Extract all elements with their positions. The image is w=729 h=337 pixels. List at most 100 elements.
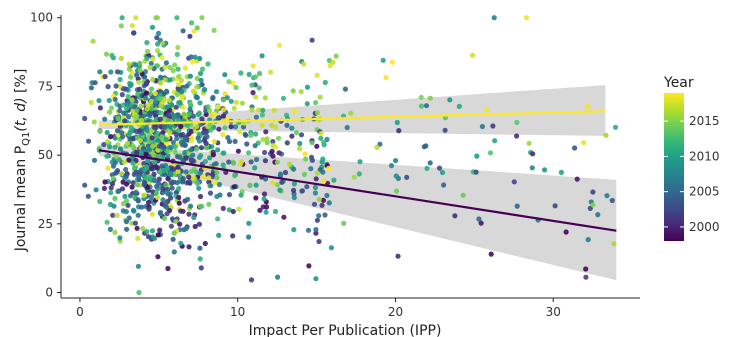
- data-point: [393, 173, 399, 179]
- data-point: [604, 193, 610, 199]
- data-point: [178, 139, 184, 145]
- data-point: [143, 137, 149, 143]
- data-point: [129, 23, 135, 29]
- data-point: [197, 55, 203, 62]
- data-point: [122, 86, 128, 92]
- data-point: [118, 55, 124, 62]
- data-point: [135, 212, 141, 218]
- data-point: [490, 123, 496, 129]
- data-point: [183, 155, 189, 161]
- data-point: [292, 108, 298, 114]
- data-point: [207, 190, 214, 196]
- data-point: [211, 161, 218, 168]
- y-tick-label: 100: [30, 11, 53, 25]
- data-point: [160, 40, 166, 46]
- data-point: [167, 124, 174, 130]
- data-point: [313, 227, 319, 233]
- data-point: [88, 99, 94, 106]
- data-point: [178, 240, 184, 246]
- data-point: [314, 72, 320, 78]
- data-point: [595, 212, 601, 218]
- data-point: [276, 42, 283, 48]
- data-point: [326, 165, 332, 171]
- data-point: [193, 169, 199, 175]
- x-tick-label: 20: [388, 305, 403, 319]
- data-point: [202, 240, 208, 247]
- data-point: [189, 20, 195, 26]
- data-point: [134, 108, 140, 114]
- data-point: [297, 140, 303, 147]
- data-point: [209, 171, 216, 178]
- data-point: [289, 125, 295, 131]
- data-point: [186, 211, 192, 217]
- data-point: [333, 53, 339, 59]
- data-point: [130, 160, 136, 166]
- data-point: [259, 122, 265, 128]
- data-point: [105, 84, 111, 90]
- data-point: [197, 245, 203, 251]
- data-point: [282, 169, 289, 176]
- data-point: [161, 144, 167, 150]
- data-point: [182, 198, 188, 204]
- data-point: [119, 130, 125, 136]
- data-point: [197, 170, 203, 176]
- data-point: [199, 66, 206, 72]
- data-point: [563, 229, 569, 235]
- data-point: [271, 107, 277, 113]
- data-point: [232, 124, 239, 130]
- data-point: [176, 185, 182, 192]
- data-point: [256, 85, 262, 91]
- data-point: [301, 171, 307, 177]
- data-point: [126, 66, 132, 72]
- data-point: [491, 15, 497, 21]
- data-point: [306, 263, 312, 269]
- data-point: [523, 15, 530, 21]
- data-point: [110, 212, 116, 218]
- data-point: [248, 132, 254, 138]
- data-point: [249, 107, 255, 113]
- data-point: [324, 192, 330, 199]
- y-tick-label: 50: [38, 148, 53, 162]
- data-point: [253, 195, 259, 201]
- data-point: [173, 132, 179, 138]
- data-point: [272, 208, 279, 215]
- data-point: [206, 175, 212, 181]
- data-point: [112, 229, 118, 235]
- data-point: [220, 113, 227, 119]
- data-point: [441, 182, 447, 188]
- data-point: [171, 249, 177, 255]
- data-point: [149, 211, 155, 217]
- data-point: [124, 101, 130, 107]
- data-point: [135, 91, 141, 97]
- data-point: [262, 158, 268, 164]
- data-point: [167, 130, 173, 136]
- data-point: [119, 15, 125, 21]
- data-point: [159, 55, 165, 61]
- data-point: [117, 108, 123, 114]
- data-point: [123, 172, 129, 178]
- data-point: [148, 194, 155, 200]
- data-point: [322, 79, 328, 86]
- data-point: [145, 234, 152, 240]
- data-point: [168, 171, 174, 178]
- data-point: [198, 153, 204, 159]
- data-point: [187, 73, 193, 79]
- trend-line-1: [98, 110, 606, 127]
- data-point: [114, 212, 120, 218]
- data-point: [286, 161, 293, 167]
- data-point: [253, 114, 259, 120]
- data-point: [222, 125, 228, 131]
- data-point: [238, 70, 244, 76]
- data-point: [180, 179, 186, 185]
- data-point: [200, 174, 206, 180]
- data-point: [175, 164, 181, 170]
- data-point: [107, 226, 113, 232]
- data-point: [228, 124, 234, 130]
- data-point: [298, 89, 304, 95]
- data-point: [163, 182, 169, 188]
- data-point: [141, 192, 147, 198]
- data-point: [104, 129, 110, 136]
- x-tick-label: 10: [230, 305, 245, 319]
- data-point: [253, 94, 259, 100]
- data-point: [246, 234, 252, 240]
